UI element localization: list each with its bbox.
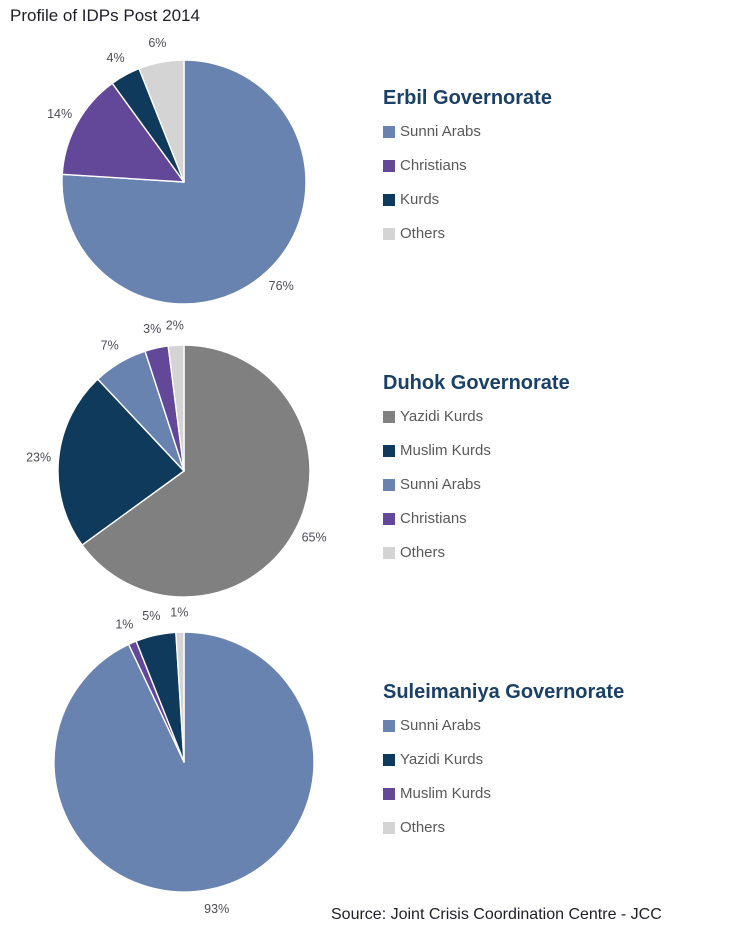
- source-note: Source: Joint Crisis Coordination Centre…: [331, 906, 662, 923]
- pie-slice-muslim-kurds: [57, 378, 185, 546]
- legend-item-sunni-arabs: Sunni Arabs: [383, 716, 723, 735]
- legend-swatch-sunni-arabs: [383, 478, 395, 491]
- legend-item-yazidi-kurds: Yazidi Kurds: [383, 407, 723, 426]
- slice-percent-label-sunni-arabs: 93%: [204, 902, 229, 916]
- legend-item-others: Others: [383, 224, 723, 243]
- duhok-legend: Yazidi Kurds Muslim Kurds Sunni Arabs Chris…: [383, 407, 723, 562]
- slice-percent-label-christians: 14%: [47, 107, 72, 121]
- pie-chart-erbil: 76% 14% 4% 6%: [47, 36, 307, 305]
- legend-item-others: Others: [383, 543, 723, 562]
- legend-label-muslim-kurds: Muslim Kurds: [400, 785, 491, 802]
- slice-percent-label-sunni-arabs: 76%: [269, 279, 294, 293]
- legend-swatch-sunni-arabs: [383, 719, 395, 732]
- legend-swatch-others: [383, 821, 395, 834]
- slice-percent-label-muslim-kurds: 23%: [26, 451, 51, 465]
- slice-percent-label-muslim-kurds: 1%: [115, 618, 133, 632]
- legend-swatch-muslim-kurds: [383, 444, 395, 457]
- legend-swatch-christians: [383, 512, 395, 525]
- legend-label-others: Others: [400, 225, 446, 242]
- legend-label-sunni-arabs: Sunni Arabs: [400, 476, 481, 493]
- legend-swatch-yazidi-kurds: [383, 753, 395, 766]
- legend-swatch-muslim-kurds: [383, 787, 395, 800]
- legend-item-muslim-kurds: Muslim Kurds: [383, 441, 723, 460]
- pie-slice-christians: [61, 82, 185, 183]
- legend-label-muslim-kurds: Muslim Kurds: [400, 442, 491, 459]
- legend-item-christians: Christians: [383, 156, 723, 175]
- chart-title-duhok: Duhok Governorate: [383, 372, 570, 394]
- legend-label-kurds: Kurds: [400, 191, 440, 208]
- slice-percent-label-sunni-arabs: 7%: [101, 339, 119, 353]
- legend-item-others: Others: [383, 818, 723, 837]
- suleimaniya-legend-block: Suleimaniya Governorate Sunni Arabs Yazid…: [383, 680, 723, 852]
- legend-label-sunni-arabs: Sunni Arabs: [400, 123, 481, 140]
- legend-label-others: Others: [400, 819, 446, 836]
- slice-percent-label-kurds: 4%: [107, 51, 125, 65]
- pie-slice-others: [175, 631, 185, 763]
- legend-swatch-christians: [383, 159, 395, 172]
- chart-title-suleimaniya: Suleimaniya Governorate: [383, 681, 625, 703]
- legend-item-muslim-kurds: Muslim Kurds: [383, 784, 723, 803]
- legend-label-yazidi-kurds: Yazidi Kurds: [400, 408, 484, 425]
- slice-percent-label-others: 2%: [166, 319, 184, 333]
- legend-item-christians: Christians: [383, 509, 723, 528]
- legend-item-yazidi-kurds: Yazidi Kurds: [383, 750, 723, 769]
- erbil-legend: Sunni Arabs Christians Kurds Others: [383, 122, 723, 243]
- legend-swatch-yazidi-kurds: [383, 410, 395, 423]
- legend-item-kurds: Kurds: [383, 190, 723, 209]
- duhok-legend-block: Duhok Governorate Yazidi Kurds Muslim Kur…: [383, 371, 723, 577]
- legend-item-sunni-arabs: Sunni Arabs: [383, 122, 723, 141]
- pie-slice-others: [167, 344, 185, 472]
- slice-percent-label-others: 1%: [170, 605, 188, 619]
- legend-swatch-others: [383, 227, 395, 240]
- slice-percent-label-yazidi-kurds: 65%: [302, 531, 327, 545]
- pie-slice-others: [138, 59, 185, 183]
- legend-item-sunni-arabs: Sunni Arabs: [383, 475, 723, 494]
- legend-label-christians: Christians: [400, 157, 467, 174]
- pie-chart-duhok: 65% 23% 7% 3% 2%: [26, 319, 327, 598]
- suleimaniya-legend: Sunni Arabs Yazidi Kurds Muslim Kurds Other…: [383, 716, 723, 837]
- slice-percent-label-others: 6%: [148, 36, 166, 50]
- erbil-legend-block: Erbil Governorate Sunni Arabs Christians K…: [383, 86, 723, 258]
- legend-swatch-sunni-arabs: [383, 125, 395, 138]
- legend-swatch-kurds: [383, 193, 395, 206]
- page-title: Profile of IDPs Post 2014: [10, 6, 200, 25]
- slice-percent-label-yazidi-kurds: 5%: [142, 609, 160, 623]
- pie-chart-suleimaniya: 93% 1% 5% 1%: [53, 605, 315, 916]
- legend-label-sunni-arabs: Sunni Arabs: [400, 717, 481, 734]
- chart-title-erbil: Erbil Governorate: [383, 87, 552, 109]
- legend-label-christians: Christians: [400, 510, 467, 527]
- slice-percent-label-christians: 3%: [143, 322, 161, 336]
- legend-label-others: Others: [400, 544, 446, 561]
- legend-swatch-others: [383, 546, 395, 559]
- legend-label-yazidi-kurds: Yazidi Kurds: [400, 751, 484, 768]
- pie-slice-yazidi-kurds: [81, 344, 311, 598]
